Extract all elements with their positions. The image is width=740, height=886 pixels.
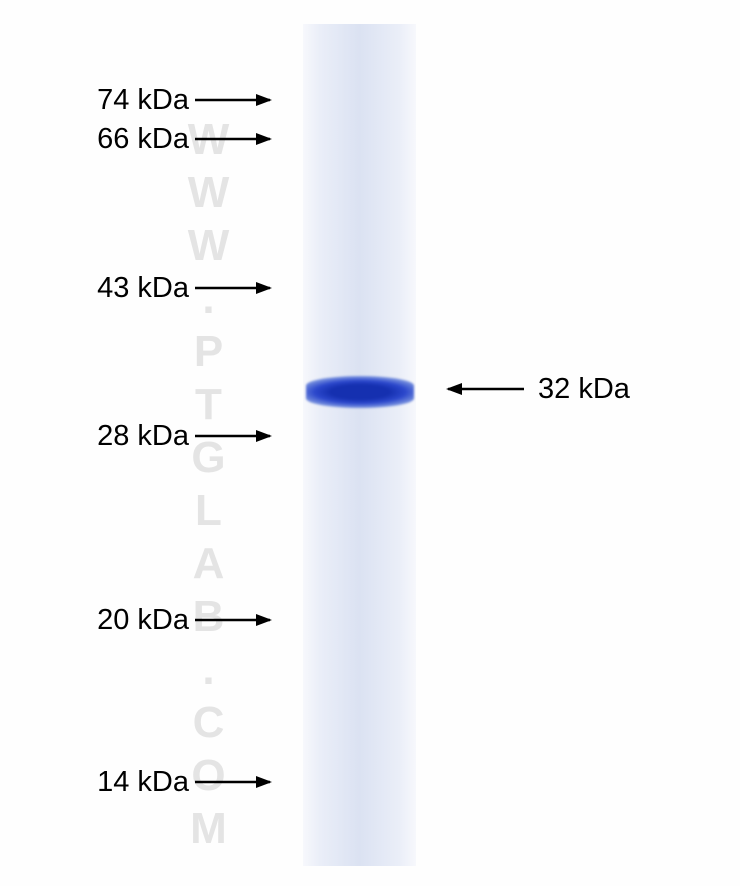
protein-band <box>306 376 414 408</box>
marker-arrow <box>195 426 278 446</box>
marker-arrow <box>195 129 278 149</box>
marker-label: 74 kDa <box>84 84 189 117</box>
marker-label: 43 kDa <box>84 272 189 305</box>
target-band-label: 32 kDa <box>538 373 630 406</box>
marker-arrow <box>195 278 278 298</box>
marker-label: 28 kDa <box>84 420 189 453</box>
target-arrow <box>446 379 530 399</box>
marker-arrow <box>195 90 278 110</box>
gel-lane <box>303 24 416 866</box>
marker-label: 66 kDa <box>84 123 189 156</box>
marker-arrow <box>195 610 278 630</box>
marker-label: 20 kDa <box>84 604 189 637</box>
watermark: WWW.PTGLAB.COM <box>183 115 233 857</box>
marker-label: 14 kDa <box>84 766 189 799</box>
marker-arrow <box>195 772 278 792</box>
